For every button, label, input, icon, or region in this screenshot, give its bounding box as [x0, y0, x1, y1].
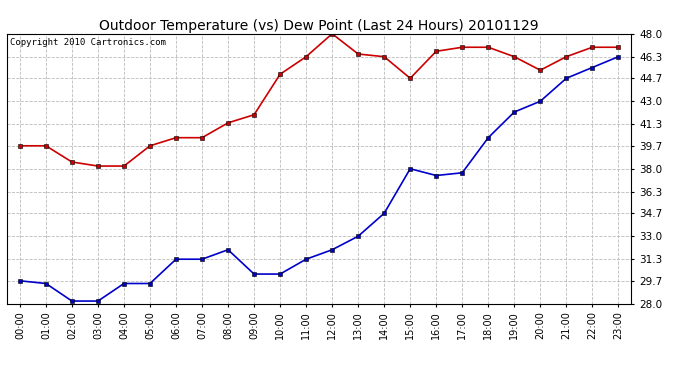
Title: Outdoor Temperature (vs) Dew Point (Last 24 Hours) 20101129: Outdoor Temperature (vs) Dew Point (Last…	[99, 19, 539, 33]
Text: Copyright 2010 Cartronics.com: Copyright 2010 Cartronics.com	[10, 38, 166, 47]
